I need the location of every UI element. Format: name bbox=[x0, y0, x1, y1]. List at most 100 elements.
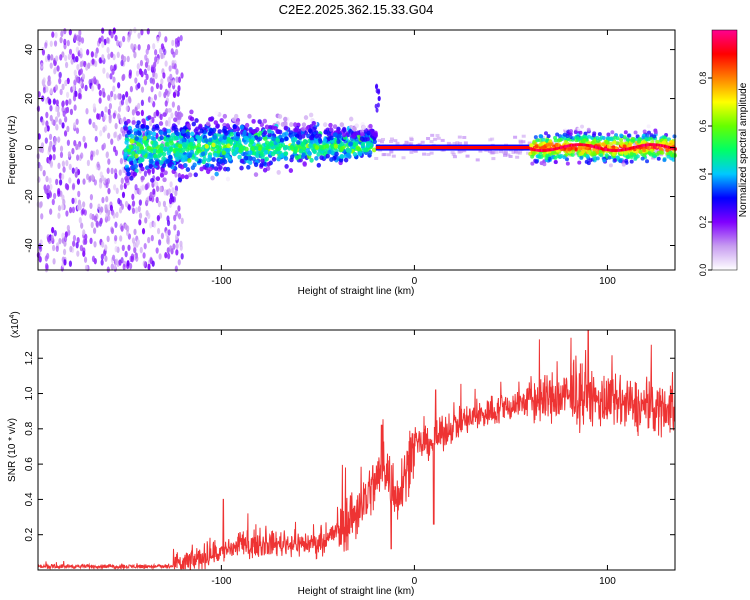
spectrogram-cell bbox=[171, 101, 175, 108]
spectrogram-cell bbox=[263, 130, 268, 136]
spectrogram-cell bbox=[88, 118, 92, 125]
spectrogram-cell bbox=[61, 122, 65, 129]
spectrogram-cell bbox=[155, 185, 160, 192]
spectrogram-cell bbox=[342, 132, 347, 138]
spectrogram-cell bbox=[538, 134, 543, 139]
spectrogram-cell bbox=[577, 127, 582, 132]
spectrogram-cell bbox=[120, 126, 124, 134]
spectrogram-cell bbox=[142, 260, 146, 267]
spectrogram-cell bbox=[178, 213, 182, 220]
spectrogram-cell bbox=[51, 226, 55, 234]
spectrogram-cell bbox=[601, 142, 606, 147]
spectrogram-cell bbox=[235, 131, 241, 137]
spectrogram-cell bbox=[511, 150, 516, 154]
spectrogram-cell bbox=[167, 76, 171, 83]
spectrogram-cell bbox=[125, 105, 129, 112]
spectrogram-cell bbox=[55, 55, 59, 62]
spectrogram-cell bbox=[61, 173, 65, 180]
spectrogram-y-label: Frequency (Hz) bbox=[7, 116, 18, 185]
spectrogram-cell bbox=[177, 76, 182, 83]
spectrogram-cell bbox=[76, 63, 80, 71]
spectrogram-cell bbox=[120, 99, 125, 106]
spectrogram-cell bbox=[177, 118, 181, 126]
spectrogram-cell bbox=[110, 90, 114, 98]
spectrogram-cell bbox=[177, 259, 181, 266]
spectrogram-cell bbox=[298, 148, 303, 154]
spectrogram-cell bbox=[348, 141, 354, 147]
spectrogram-cell bbox=[381, 153, 386, 157]
spectrogram-cell bbox=[145, 48, 149, 55]
spectrogram-cell bbox=[80, 222, 84, 229]
spectrogram-cell bbox=[64, 79, 68, 87]
spectrogram-cell bbox=[647, 143, 650, 147]
spectrogram-cell bbox=[518, 149, 523, 153]
spectrogram-cell bbox=[60, 30, 64, 38]
spectrogram-cell bbox=[293, 127, 299, 133]
spectrogram-cell bbox=[91, 85, 95, 92]
spectrogram-cell bbox=[143, 68, 147, 76]
spectrogram-cell bbox=[86, 173, 90, 181]
spectrogram-cell bbox=[90, 51, 94, 58]
spectrogram-cell bbox=[371, 147, 377, 153]
spectrogram-cell bbox=[325, 143, 330, 149]
spectrogram-cell bbox=[639, 144, 642, 148]
spectrogram-cell bbox=[136, 63, 140, 70]
spectrogram-cell bbox=[156, 36, 160, 43]
spectrogram-cell bbox=[618, 159, 623, 164]
spectrogram-cell bbox=[145, 209, 149, 217]
spectrogram-cell bbox=[232, 151, 237, 157]
spectrogram-cell bbox=[92, 121, 96, 129]
spectrogram-cell bbox=[129, 85, 134, 93]
spectrogram-cell bbox=[189, 109, 194, 115]
spectrogram-cell bbox=[659, 144, 662, 147]
spectrogram-cell bbox=[104, 244, 108, 251]
spectrogram-cell bbox=[276, 170, 281, 175]
spectrogram-cell bbox=[586, 144, 589, 147]
spectrogram-cell bbox=[118, 207, 123, 214]
spectrogram-cell bbox=[599, 146, 602, 150]
spectrogram-cell bbox=[296, 140, 301, 145]
spectrogram-cell bbox=[211, 142, 216, 148]
spectrogram-cell bbox=[189, 116, 195, 122]
spectrogram-cell bbox=[151, 167, 155, 175]
snr-y-tick-label: 0.4 bbox=[24, 492, 35, 506]
spectrogram-cell bbox=[436, 136, 441, 140]
spectrogram-cell bbox=[129, 175, 134, 181]
spectrogram-cell bbox=[63, 27, 67, 35]
spectrogram-cell bbox=[205, 169, 211, 175]
spectrogram-cell bbox=[395, 141, 400, 145]
spectrogram-cell bbox=[579, 155, 584, 160]
spectrogram-cell bbox=[111, 254, 116, 261]
spectrogram-cell bbox=[368, 123, 373, 129]
spectrogram-cell bbox=[671, 140, 676, 145]
spectrogram-cell bbox=[89, 237, 93, 245]
spectrogram-cell bbox=[123, 148, 128, 153]
spectrogram-cell bbox=[202, 156, 207, 162]
spectrogram-cell bbox=[147, 263, 151, 271]
snr-x-tick-label: 100 bbox=[599, 576, 616, 587]
colorbar-ticks: 0.0 0.2 0.4 0.6 0.8 bbox=[698, 72, 712, 276]
spectrogram-cell bbox=[224, 153, 230, 159]
spectrogram-cell bbox=[45, 262, 49, 270]
spectrogram-cell bbox=[131, 200, 136, 207]
spectrogram-cell bbox=[121, 74, 125, 82]
spectrogram-cell bbox=[244, 146, 249, 152]
spectrogram-cell bbox=[132, 241, 137, 248]
spectrogram-cell bbox=[545, 142, 550, 147]
spectrogram-cell bbox=[260, 158, 265, 164]
spectrogram-cell bbox=[248, 150, 253, 156]
spectrogram-cell bbox=[604, 139, 609, 144]
spectrogram-cell bbox=[654, 151, 659, 155]
spectrogram-cell bbox=[555, 132, 560, 137]
spectrogram-cell bbox=[73, 69, 77, 77]
spectrogram-cell bbox=[627, 147, 630, 151]
spectrogram-cell bbox=[160, 43, 165, 50]
spectrogram-cell bbox=[555, 147, 558, 150]
spectrogram-cell bbox=[345, 152, 351, 158]
spectrogram-cell bbox=[141, 150, 146, 156]
spectrogram-cell bbox=[124, 176, 129, 181]
spectrogram-cell bbox=[162, 147, 168, 153]
spectrogram-cell bbox=[458, 141, 463, 145]
spectrogram-cell bbox=[44, 42, 48, 49]
spectrogram-cell bbox=[70, 58, 74, 65]
